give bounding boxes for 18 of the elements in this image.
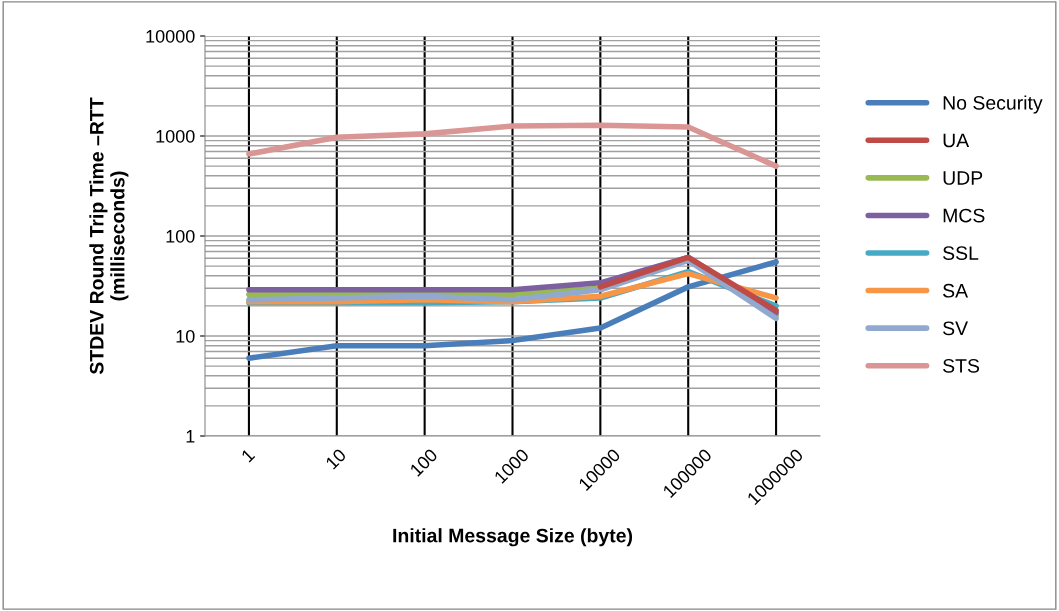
legend-label: MCS <box>943 208 985 223</box>
x-tick-label: 1 <box>240 448 256 463</box>
legend-label: STS <box>943 358 980 373</box>
legend-label: SA <box>943 283 969 298</box>
y-tick-label: 10 <box>176 329 195 343</box>
x-axis-title: Initial Message Size (byte) <box>393 528 633 547</box>
x-tick-label: 100 <box>409 447 439 477</box>
y-tick-label: 1 <box>186 430 195 443</box>
legend-label: SSL <box>943 246 979 260</box>
legend-label: SV <box>943 321 968 336</box>
y-axis-title: STDEV Round Trip Time –RTT (milliseconds) <box>89 97 129 375</box>
y-tick-label: 1000 <box>156 129 195 143</box>
y-tick-label: 100 <box>166 229 195 243</box>
legend-label: UA <box>943 133 970 148</box>
y-tick-label: 10000 <box>146 29 195 43</box>
x-tick-label: 10 <box>325 447 347 470</box>
legend-label: No Security <box>943 95 1043 114</box>
legend-label: UDP <box>943 171 983 185</box>
